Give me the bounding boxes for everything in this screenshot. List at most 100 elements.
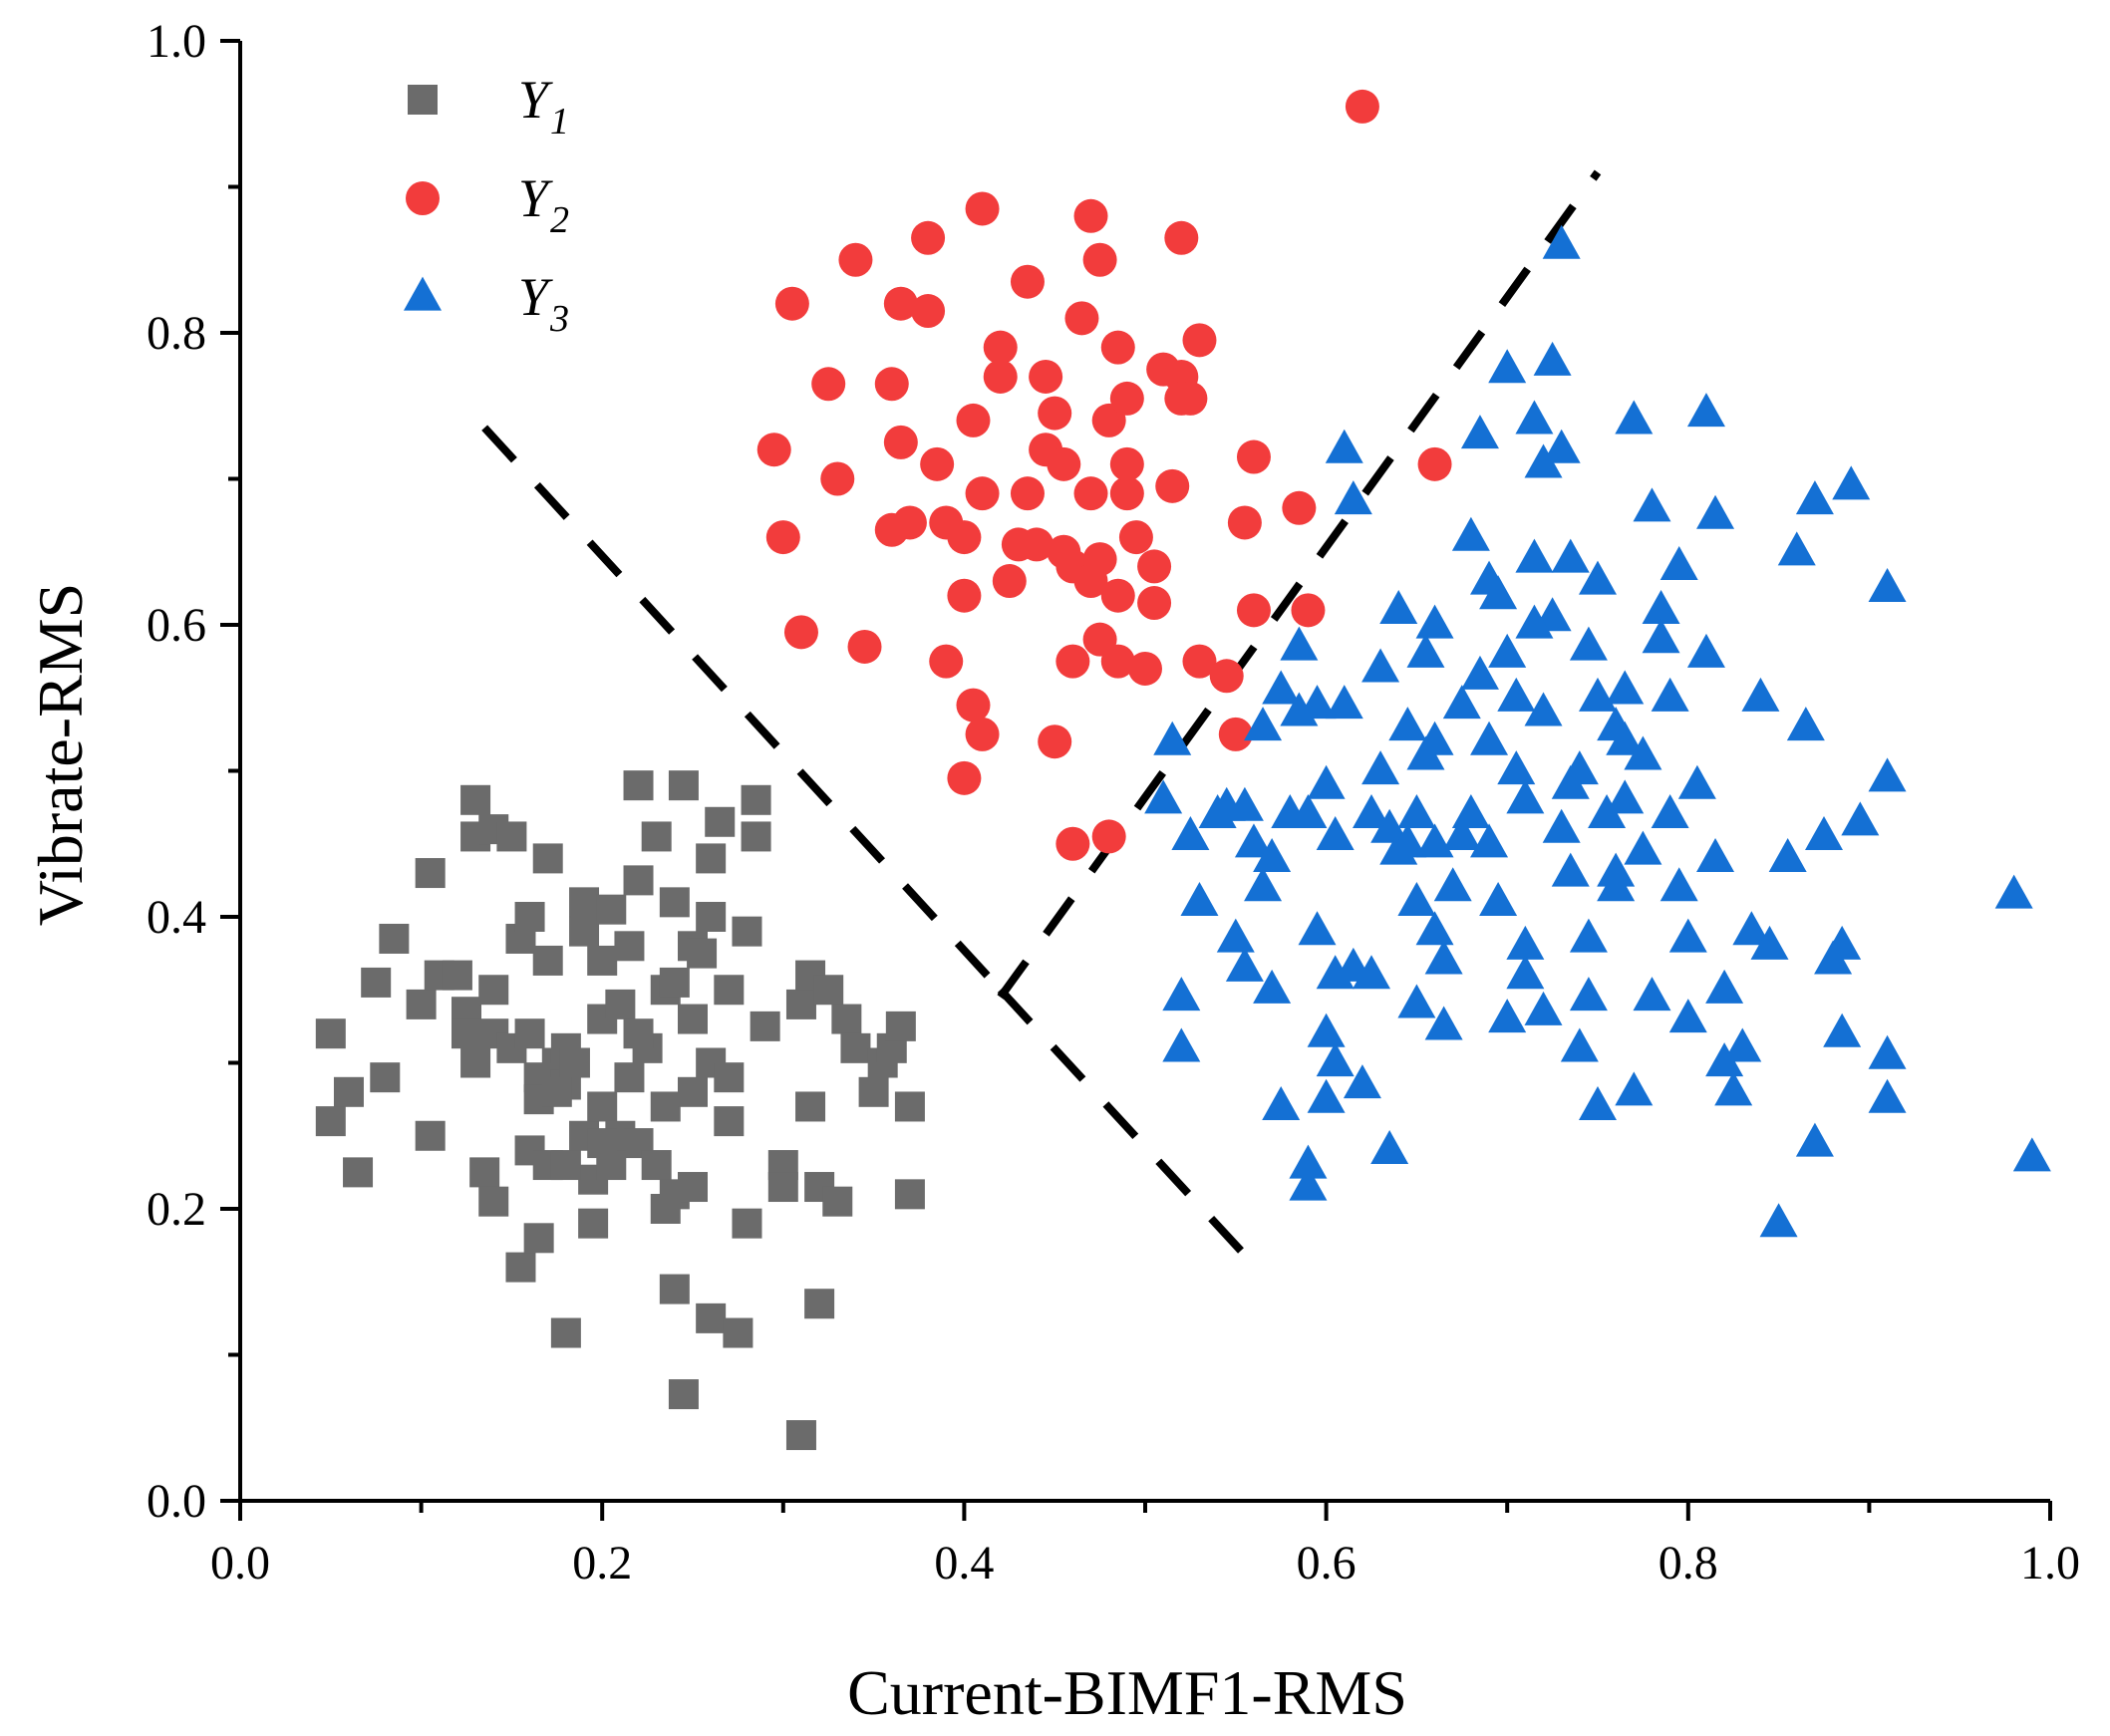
data-point-y1 <box>587 945 618 976</box>
data-point-y1 <box>785 1420 816 1451</box>
data-point-y2 <box>947 520 982 555</box>
legend-label-main: Y <box>518 267 553 327</box>
data-point-y3 <box>1994 874 2033 909</box>
data-point-y3 <box>2012 1137 2051 1172</box>
data-point-y3 <box>1397 881 1436 916</box>
data-point-y3 <box>1569 977 1608 1012</box>
series-y2 <box>756 89 1452 861</box>
data-point-y3 <box>1542 429 1581 463</box>
x-tick-label: 0.2 <box>572 1537 632 1590</box>
data-point-y3 <box>1696 838 1735 872</box>
data-point-y3 <box>1361 648 1400 683</box>
data-point-y2 <box>820 461 855 496</box>
legend-label-y3: Y3 <box>518 267 569 340</box>
data-point-y3 <box>1624 735 1662 770</box>
data-point-y3 <box>1777 531 1816 566</box>
data-point-y1 <box>452 1018 481 1049</box>
data-point-y3 <box>1597 707 1636 741</box>
data-point-y2 <box>1073 198 1108 233</box>
x-tick-label: 0.0 <box>210 1537 270 1590</box>
data-point-y2 <box>783 615 818 650</box>
data-point-y3 <box>1244 867 1283 902</box>
data-point-y1 <box>641 1150 672 1181</box>
data-point-y3 <box>1497 677 1536 712</box>
data-point-y2 <box>838 242 873 277</box>
data-point-y3 <box>1451 794 1490 829</box>
data-point-y3 <box>1353 794 1390 829</box>
data-point-y1 <box>840 1032 871 1063</box>
data-point-y2 <box>911 220 946 255</box>
data-point-y1 <box>315 1106 346 1137</box>
data-point-y1 <box>813 975 844 1006</box>
data-point-y3 <box>1615 400 1654 434</box>
data-point-y1 <box>514 1018 545 1049</box>
data-point-y1 <box>659 887 690 918</box>
data-point-y3 <box>1361 750 1400 785</box>
data-point-y2 <box>1082 242 1117 277</box>
data-point-y2 <box>1029 359 1063 394</box>
data-point-y3 <box>1343 1064 1381 1099</box>
data-point-y3 <box>1497 750 1536 785</box>
data-point-y3 <box>1234 823 1273 858</box>
data-point-y2 <box>965 476 1000 511</box>
data-point-y1 <box>650 1194 681 1224</box>
data-point-y1 <box>587 1091 618 1122</box>
data-point-y3 <box>1633 487 1671 522</box>
data-point-y3 <box>1162 1027 1201 1062</box>
data-point-y2 <box>956 403 991 437</box>
data-point-y3 <box>1370 1130 1409 1164</box>
data-point-y1 <box>678 1076 708 1107</box>
data-point-y2 <box>1064 301 1099 336</box>
data-point-y3 <box>1470 823 1509 858</box>
data-point-y3 <box>1633 977 1671 1012</box>
axes: 0.0 0.2 0.4 0.6 0.8 1.0 0.0 0.2 0.4 0.6 0.8 1.0 <box>147 15 2080 1590</box>
data-point-y3 <box>1397 794 1436 829</box>
legend-marker-y1 <box>408 85 438 115</box>
data-point-y3 <box>1823 925 1862 960</box>
data-point-y3 <box>1868 1034 1907 1069</box>
data-point-y1 <box>687 938 718 969</box>
data-point-y3 <box>1551 538 1590 573</box>
data-point-y3 <box>1677 764 1716 799</box>
data-point-y3 <box>1606 670 1645 705</box>
data-point-y3 <box>1388 823 1427 858</box>
data-point-y1 <box>370 1062 401 1093</box>
data-point-y3 <box>1651 677 1689 712</box>
y-tick-label: 0.2 <box>147 1183 206 1236</box>
legend-label-y2: Y2 <box>518 168 569 241</box>
data-point-y1 <box>659 1274 690 1304</box>
data-point-y1 <box>523 1223 554 1254</box>
data-point-y3 <box>1298 911 1337 946</box>
data-point-y1 <box>415 858 446 889</box>
data-point-y2 <box>1128 651 1162 686</box>
data-point-y2 <box>1227 505 1262 540</box>
data-point-y1 <box>668 770 699 801</box>
data-point-y1 <box>596 894 627 925</box>
x-tick-label: 0.8 <box>1658 1537 1718 1590</box>
data-point-y1 <box>614 931 645 962</box>
data-point-y3 <box>1506 779 1545 814</box>
data-point-y1 <box>678 1172 708 1203</box>
data-point-y3 <box>1171 816 1210 851</box>
data-point-y1 <box>514 902 545 932</box>
data-point-y1 <box>696 843 727 874</box>
data-point-y3 <box>1696 494 1735 529</box>
legend-marker-y2 <box>406 181 440 215</box>
data-point-y3 <box>1506 955 1545 990</box>
data-point-y3 <box>1442 816 1481 851</box>
data-point-y3 <box>1153 721 1192 755</box>
data-point-y1 <box>478 1186 509 1217</box>
data-point-y3 <box>1642 619 1680 654</box>
data-point-y3 <box>1624 830 1662 865</box>
y-tick-label: 1.0 <box>147 15 206 68</box>
data-point-y2 <box>774 286 809 321</box>
data-point-y1 <box>767 1172 798 1203</box>
data-point-y3 <box>1524 692 1563 726</box>
data-point-y1 <box>587 1128 618 1159</box>
data-point-y3 <box>1868 757 1907 792</box>
data-point-y2 <box>1137 586 1172 621</box>
data-point-y2 <box>947 760 982 795</box>
data-point-y3 <box>1615 1071 1654 1106</box>
data-point-y2 <box>956 688 991 723</box>
data-point-y1 <box>460 1047 491 1078</box>
